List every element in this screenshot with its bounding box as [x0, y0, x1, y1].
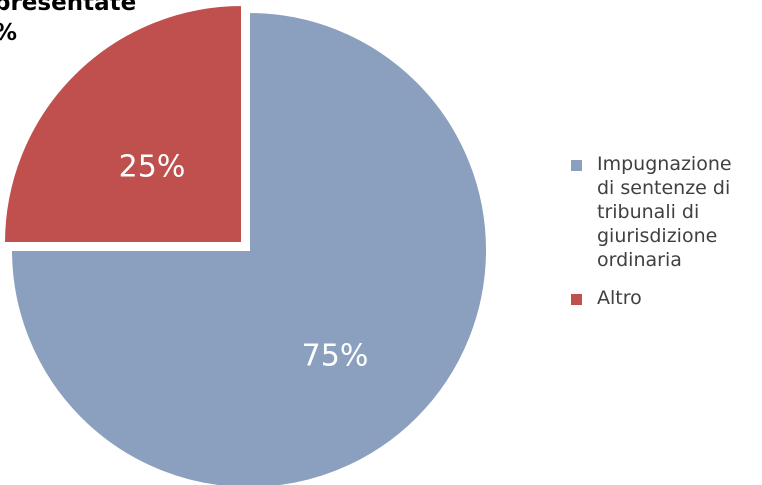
legend-item: Impugnazione di sentenze di tribunali di… — [571, 152, 762, 272]
data-label: 75% — [302, 339, 369, 374]
legend-label: Altro — [597, 287, 642, 309]
chart-legend: Impugnazione di sentenze di tribunali di… — [571, 152, 762, 324]
legend-swatch — [571, 294, 582, 305]
data-label: 25% — [119, 150, 186, 185]
pie-slice-altro — [2, 3, 243, 244]
pie-slice-impugnazione — [9, 10, 488, 485]
legend-item: Altro — [571, 286, 762, 310]
legend-swatch — [571, 160, 582, 171]
chart-title: presentate % — [0, 0, 137, 46]
legend-label: Impugnazione di sentenze di tribunali di… — [597, 153, 732, 271]
